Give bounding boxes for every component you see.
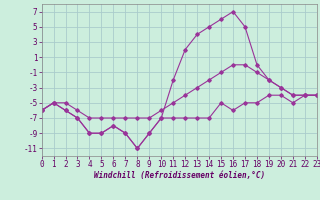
X-axis label: Windchill (Refroidissement éolien,°C): Windchill (Refroidissement éolien,°C) [94, 171, 265, 180]
